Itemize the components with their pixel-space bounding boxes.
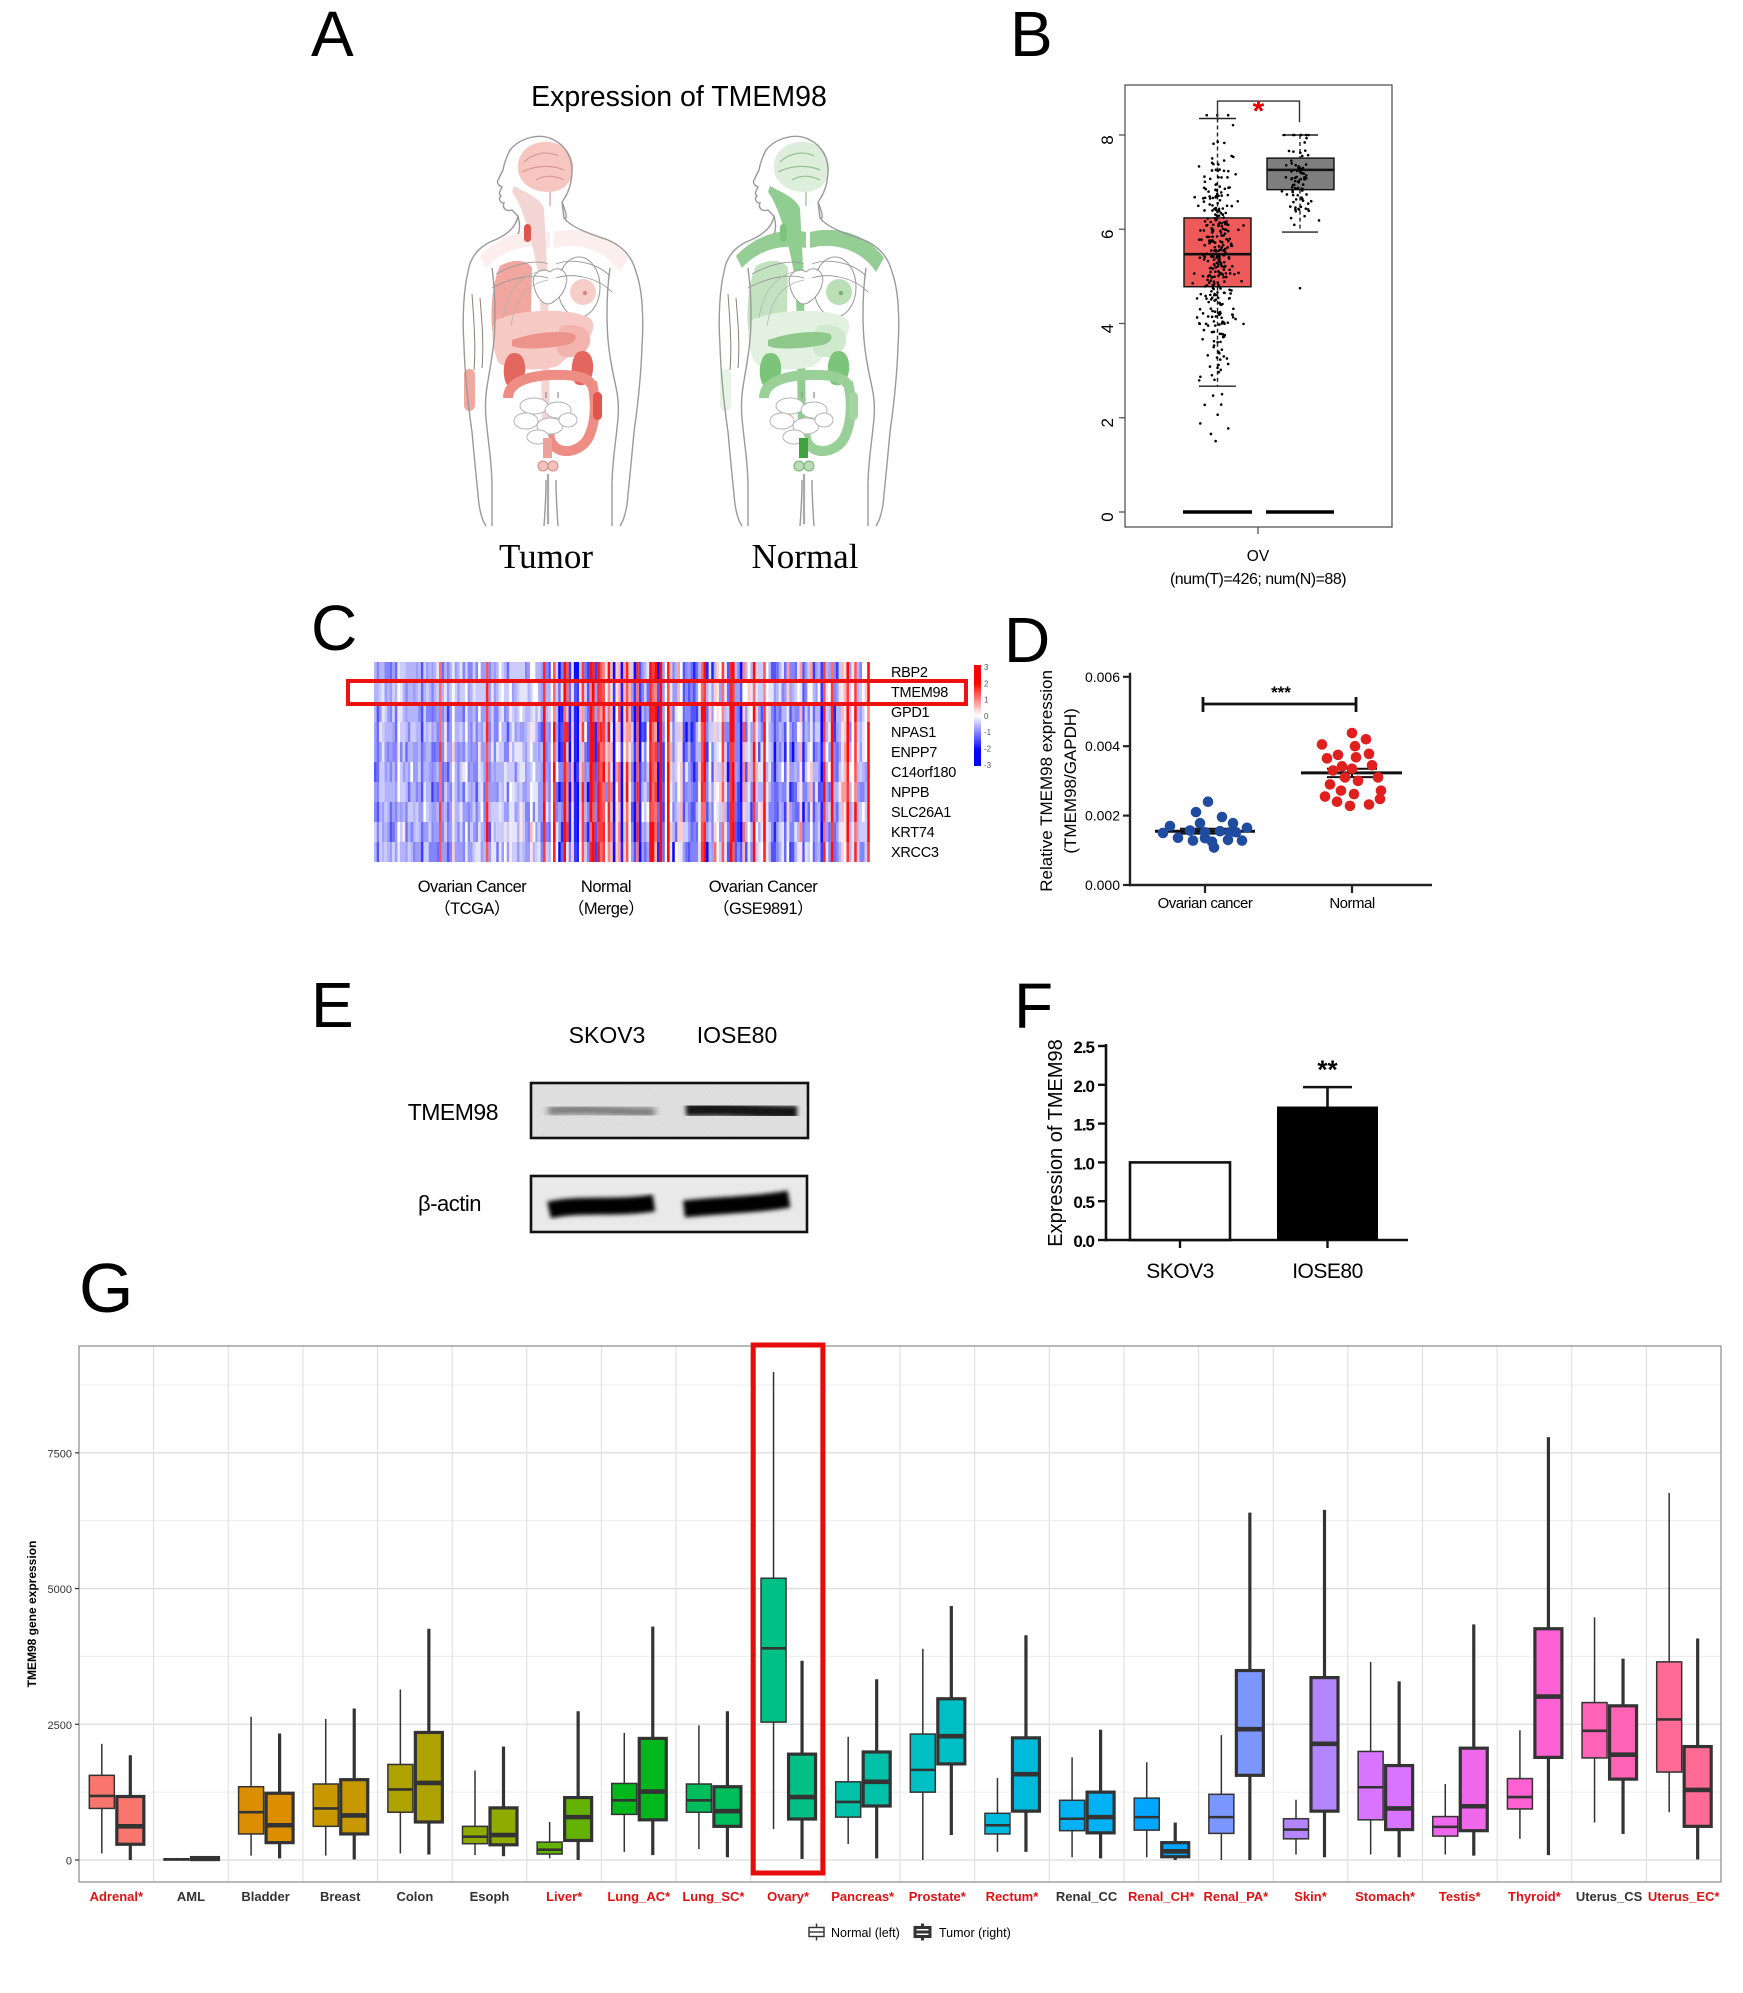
svg-text:Lung_AC*: Lung_AC* bbox=[607, 1889, 671, 1904]
svg-text:Prostate*: Prostate* bbox=[909, 1889, 967, 1904]
svg-text:1.0: 1.0 bbox=[1073, 1154, 1094, 1173]
svg-text:XRCC3: XRCC3 bbox=[891, 845, 939, 861]
svg-text:**: ** bbox=[1317, 1055, 1338, 1085]
svg-text:-3: -3 bbox=[984, 761, 992, 770]
svg-text:（TCGA）: （TCGA） bbox=[434, 899, 510, 918]
svg-text:Colon: Colon bbox=[396, 1889, 433, 1904]
svg-text:0: 0 bbox=[66, 1856, 72, 1868]
svg-text:Ovary*: Ovary* bbox=[767, 1889, 810, 1904]
svg-text:2: 2 bbox=[1098, 418, 1117, 427]
svg-text:4: 4 bbox=[1098, 324, 1117, 333]
svg-text:Breast: Breast bbox=[320, 1889, 361, 1904]
svg-text:0: 0 bbox=[984, 712, 989, 721]
svg-text:SLC26A1: SLC26A1 bbox=[891, 805, 951, 821]
svg-text:Tumor (right): Tumor (right) bbox=[939, 1926, 1011, 1940]
svg-text:TMEM98: TMEM98 bbox=[891, 685, 948, 701]
svg-text:2.0: 2.0 bbox=[1073, 1077, 1094, 1096]
svg-text:0.5: 0.5 bbox=[1073, 1193, 1094, 1212]
svg-text:Uterus_CS: Uterus_CS bbox=[1576, 1889, 1643, 1904]
svg-text:NPPB: NPPB bbox=[891, 785, 929, 801]
svg-text:Liver*: Liver* bbox=[546, 1889, 583, 1904]
svg-text:Rectum*: Rectum* bbox=[986, 1889, 1040, 1904]
svg-text:GPD1: GPD1 bbox=[891, 705, 930, 721]
svg-text:IOSE80: IOSE80 bbox=[1292, 1260, 1363, 1283]
svg-text:0.000: 0.000 bbox=[1085, 877, 1120, 893]
svg-text:Expression of TMEM98: Expression of TMEM98 bbox=[531, 81, 827, 113]
svg-text:-1: -1 bbox=[984, 728, 992, 737]
svg-text:Relative TMEM98 expression: Relative TMEM98 expression bbox=[1037, 670, 1056, 892]
svg-text:Renal_CC: Renal_CC bbox=[1056, 1889, 1118, 1904]
svg-text:0.006: 0.006 bbox=[1085, 669, 1120, 685]
svg-text:0.004: 0.004 bbox=[1085, 738, 1120, 754]
svg-text:OV: OV bbox=[1247, 548, 1270, 565]
svg-text:0.002: 0.002 bbox=[1085, 808, 1120, 824]
svg-text:Pancreas*: Pancreas* bbox=[831, 1889, 895, 1904]
svg-text:1.5: 1.5 bbox=[1073, 1116, 1094, 1135]
svg-text:5000: 5000 bbox=[48, 1584, 72, 1596]
svg-text:Renal_CH*: Renal_CH* bbox=[1128, 1889, 1195, 1904]
svg-text:6: 6 bbox=[1098, 230, 1117, 239]
svg-text:SKOV3: SKOV3 bbox=[1146, 1260, 1214, 1283]
svg-text:KRT74: KRT74 bbox=[891, 825, 935, 841]
svg-text:Thyroid*: Thyroid* bbox=[1508, 1889, 1562, 1904]
svg-text:C14orf180: C14orf180 bbox=[891, 765, 956, 781]
svg-text:7500: 7500 bbox=[48, 1448, 72, 1460]
svg-text:Uterus_EC*: Uterus_EC* bbox=[1648, 1889, 1720, 1904]
svg-text:***: *** bbox=[1271, 683, 1291, 702]
svg-text:Normal: Normal bbox=[581, 878, 631, 896]
svg-text:Normal: Normal bbox=[752, 537, 859, 576]
svg-text:2.5: 2.5 bbox=[1073, 1038, 1094, 1057]
svg-text:Expression of TMEM98: Expression of TMEM98 bbox=[1045, 1039, 1067, 1247]
svg-text:Ovarian cancer: Ovarian cancer bbox=[1158, 895, 1253, 912]
svg-text:NPAS1: NPAS1 bbox=[891, 725, 936, 741]
svg-text:0.0: 0.0 bbox=[1073, 1232, 1094, 1251]
svg-text:Adrenal*: Adrenal* bbox=[90, 1889, 144, 1904]
svg-text:SKOV3: SKOV3 bbox=[569, 1022, 646, 1048]
svg-text:（GSE9891）: （GSE9891） bbox=[713, 899, 813, 918]
svg-text:Testis*: Testis* bbox=[1439, 1889, 1482, 1904]
svg-text:Skin*: Skin* bbox=[1294, 1889, 1327, 1904]
svg-text:0: 0 bbox=[1098, 512, 1117, 521]
svg-text:Esoph: Esoph bbox=[470, 1889, 510, 1904]
svg-text:3: 3 bbox=[984, 663, 989, 672]
svg-text:Bladder: Bladder bbox=[241, 1889, 289, 1904]
svg-text:IOSE80: IOSE80 bbox=[697, 1022, 778, 1048]
svg-text:Renal_PA*: Renal_PA* bbox=[1203, 1889, 1269, 1904]
svg-text:（Merge）: （Merge） bbox=[568, 899, 644, 918]
svg-text:Ovarian Cancer: Ovarian Cancer bbox=[418, 878, 528, 896]
svg-text:AML: AML bbox=[177, 1889, 205, 1904]
svg-text:TMEM98: TMEM98 bbox=[408, 1099, 498, 1125]
svg-text:ENPP7: ENPP7 bbox=[891, 745, 937, 761]
svg-text:2: 2 bbox=[984, 679, 989, 688]
svg-text:β-actin: β-actin bbox=[418, 1191, 481, 1216]
svg-text:Lung_SC*: Lung_SC* bbox=[682, 1889, 745, 1904]
svg-text:Normal: Normal bbox=[1329, 895, 1375, 912]
svg-text:TMEM98 gene expression: TMEM98 gene expression bbox=[25, 1541, 39, 1688]
svg-text:Ovarian Cancer: Ovarian Cancer bbox=[709, 878, 819, 896]
svg-text:Normal (left): Normal (left) bbox=[831, 1926, 900, 1940]
svg-text:1: 1 bbox=[984, 696, 989, 705]
svg-text:*: * bbox=[1253, 95, 1265, 128]
svg-text:Stomach*: Stomach* bbox=[1355, 1889, 1416, 1904]
svg-text:Tumor: Tumor bbox=[499, 537, 593, 576]
svg-text:8: 8 bbox=[1098, 135, 1117, 144]
svg-text:-2: -2 bbox=[984, 745, 992, 754]
svg-text:(num(T)=426; num(N)=88): (num(T)=426; num(N)=88) bbox=[1170, 571, 1346, 588]
svg-text:RBP2: RBP2 bbox=[891, 665, 928, 681]
svg-text:2500: 2500 bbox=[48, 1720, 72, 1732]
svg-text:(TMEM98/GAPDH): (TMEM98/GAPDH) bbox=[1061, 708, 1080, 853]
